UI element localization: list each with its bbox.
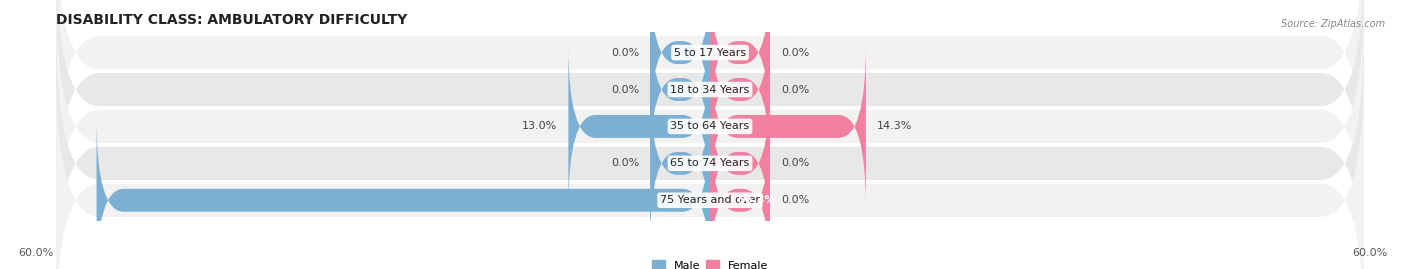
Text: 0.0%: 0.0% [780,48,808,58]
Text: Source: ZipAtlas.com: Source: ZipAtlas.com [1281,19,1385,29]
FancyBboxPatch shape [710,9,770,170]
FancyBboxPatch shape [56,32,1364,269]
Text: 0.0%: 0.0% [780,195,808,205]
FancyBboxPatch shape [56,0,1364,221]
FancyBboxPatch shape [710,45,866,207]
FancyBboxPatch shape [710,0,770,133]
Text: 5 to 17 Years: 5 to 17 Years [673,48,747,58]
FancyBboxPatch shape [97,119,710,269]
Legend: Male, Female: Male, Female [647,256,773,269]
Text: 0.0%: 0.0% [612,158,640,168]
FancyBboxPatch shape [56,69,1364,269]
FancyBboxPatch shape [710,119,770,269]
Text: 65 to 74 Years: 65 to 74 Years [671,158,749,168]
Text: DISABILITY CLASS: AMBULATORY DIFFICULTY: DISABILITY CLASS: AMBULATORY DIFFICULTY [56,13,408,27]
Text: 18 to 34 Years: 18 to 34 Years [671,84,749,94]
FancyBboxPatch shape [710,83,770,244]
Text: 0.0%: 0.0% [780,158,808,168]
FancyBboxPatch shape [650,0,710,133]
FancyBboxPatch shape [650,9,710,170]
Text: 60.0%: 60.0% [18,248,53,258]
FancyBboxPatch shape [56,0,1364,184]
FancyBboxPatch shape [568,45,710,207]
Text: 0.0%: 0.0% [612,84,640,94]
FancyBboxPatch shape [56,0,1364,257]
Text: 0.0%: 0.0% [612,48,640,58]
Text: 14.3%: 14.3% [877,121,912,132]
Text: 13.0%: 13.0% [522,121,558,132]
Text: 35 to 64 Years: 35 to 64 Years [671,121,749,132]
Text: 60.0%: 60.0% [1353,248,1388,258]
Text: 75 Years and over: 75 Years and over [659,195,761,205]
Text: 56.3%: 56.3% [737,195,776,205]
FancyBboxPatch shape [650,83,710,244]
Text: 0.0%: 0.0% [780,84,808,94]
